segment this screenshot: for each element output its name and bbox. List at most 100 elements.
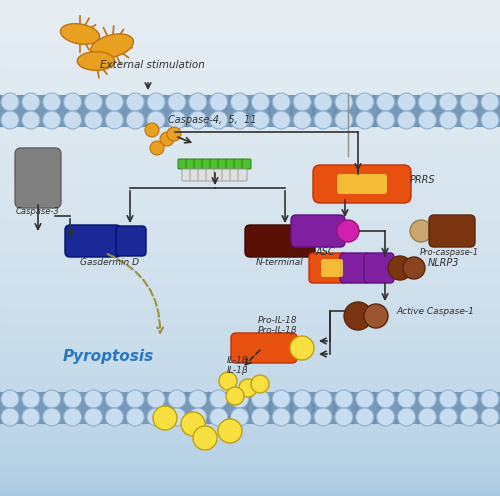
Bar: [0, 46, 500, 47]
Bar: [0, 468, 500, 469]
Bar: [0, 192, 500, 193]
Bar: [0, 239, 500, 240]
Bar: [0, 442, 500, 443]
Bar: [0, 155, 500, 156]
Bar: [0, 15, 500, 16]
Bar: [0, 120, 500, 121]
Bar: [0, 451, 500, 452]
Bar: [0, 95, 500, 127]
Circle shape: [84, 93, 102, 111]
Bar: [0, 94, 500, 95]
Bar: [0, 292, 500, 293]
Bar: [0, 215, 500, 216]
Bar: [0, 229, 500, 230]
Circle shape: [126, 111, 144, 129]
Bar: [0, 311, 500, 312]
Bar: [0, 392, 500, 424]
Bar: [0, 243, 500, 244]
Bar: [0, 482, 500, 483]
Bar: [0, 440, 500, 441]
Bar: [0, 443, 500, 444]
Bar: [0, 127, 500, 128]
Bar: [0, 189, 500, 190]
Bar: [0, 474, 500, 475]
Bar: [0, 454, 500, 455]
Bar: [0, 194, 500, 195]
Circle shape: [335, 111, 353, 129]
Bar: [0, 191, 500, 192]
Bar: [0, 260, 500, 261]
Bar: [0, 225, 500, 226]
Bar: [0, 144, 500, 145]
Bar: [0, 303, 500, 304]
Bar: [0, 250, 500, 251]
Circle shape: [106, 111, 124, 129]
Bar: [0, 76, 500, 77]
Bar: [0, 53, 500, 54]
Circle shape: [440, 93, 458, 111]
Bar: [0, 86, 500, 87]
Bar: [0, 371, 500, 372]
Bar: [0, 377, 500, 378]
FancyBboxPatch shape: [218, 159, 227, 169]
Bar: [0, 34, 500, 35]
Bar: [0, 223, 500, 224]
FancyBboxPatch shape: [230, 169, 239, 181]
Bar: [0, 347, 500, 348]
Bar: [0, 164, 500, 165]
Bar: [0, 176, 500, 177]
Bar: [0, 246, 500, 247]
Bar: [0, 171, 500, 172]
Text: NLRP3: NLRP3: [428, 258, 460, 268]
Bar: [0, 302, 500, 303]
Bar: [0, 299, 500, 300]
Bar: [0, 401, 500, 402]
Bar: [0, 340, 500, 341]
Bar: [0, 160, 500, 161]
Bar: [0, 392, 500, 393]
Bar: [0, 222, 500, 223]
Circle shape: [147, 93, 165, 111]
Bar: [0, 125, 500, 126]
Bar: [0, 447, 500, 448]
FancyBboxPatch shape: [182, 169, 191, 181]
Text: Pyroptosis: Pyroptosis: [62, 349, 154, 364]
Circle shape: [189, 408, 207, 426]
Bar: [0, 137, 500, 138]
FancyBboxPatch shape: [364, 253, 394, 283]
Bar: [0, 296, 500, 297]
Bar: [0, 216, 500, 217]
Bar: [0, 336, 500, 337]
Bar: [0, 92, 500, 93]
Bar: [0, 48, 500, 49]
FancyBboxPatch shape: [15, 148, 61, 208]
Bar: [0, 346, 500, 347]
Bar: [0, 220, 500, 221]
Bar: [0, 469, 500, 470]
Bar: [0, 17, 500, 18]
Bar: [0, 486, 500, 487]
Bar: [0, 274, 500, 275]
FancyBboxPatch shape: [340, 253, 370, 283]
Circle shape: [376, 408, 394, 426]
Bar: [0, 205, 500, 206]
Circle shape: [388, 256, 412, 280]
Bar: [0, 357, 500, 358]
Circle shape: [210, 408, 228, 426]
Bar: [0, 412, 500, 413]
Bar: [0, 438, 500, 439]
Circle shape: [153, 406, 177, 430]
Bar: [0, 141, 500, 142]
Circle shape: [356, 93, 374, 111]
Bar: [0, 383, 500, 384]
Bar: [0, 25, 500, 26]
Bar: [0, 114, 500, 115]
Bar: [0, 335, 500, 336]
Bar: [0, 393, 500, 394]
Bar: [0, 8, 500, 9]
Bar: [0, 29, 500, 30]
FancyBboxPatch shape: [309, 253, 347, 283]
Bar: [0, 364, 500, 365]
Bar: [0, 211, 500, 212]
Bar: [0, 71, 500, 72]
